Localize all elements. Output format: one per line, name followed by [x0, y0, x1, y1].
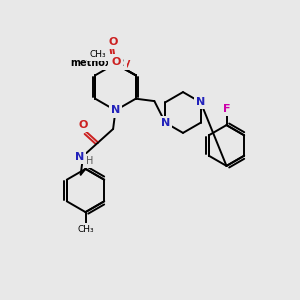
Text: N: N [111, 105, 120, 116]
Text: methoxy2: methoxy2 [70, 58, 125, 68]
Text: N: N [161, 118, 170, 128]
Text: CH₃: CH₃ [77, 225, 94, 234]
Text: N: N [75, 152, 84, 162]
Text: N: N [196, 97, 205, 107]
Text: O: O [108, 37, 118, 47]
Text: O: O [112, 56, 121, 66]
Text: CH₃: CH₃ [89, 50, 106, 59]
Text: methoxy: methoxy [83, 58, 130, 68]
Text: O: O [111, 56, 121, 67]
Text: O: O [78, 120, 88, 130]
Text: F: F [223, 104, 230, 114]
Text: H: H [86, 156, 93, 167]
